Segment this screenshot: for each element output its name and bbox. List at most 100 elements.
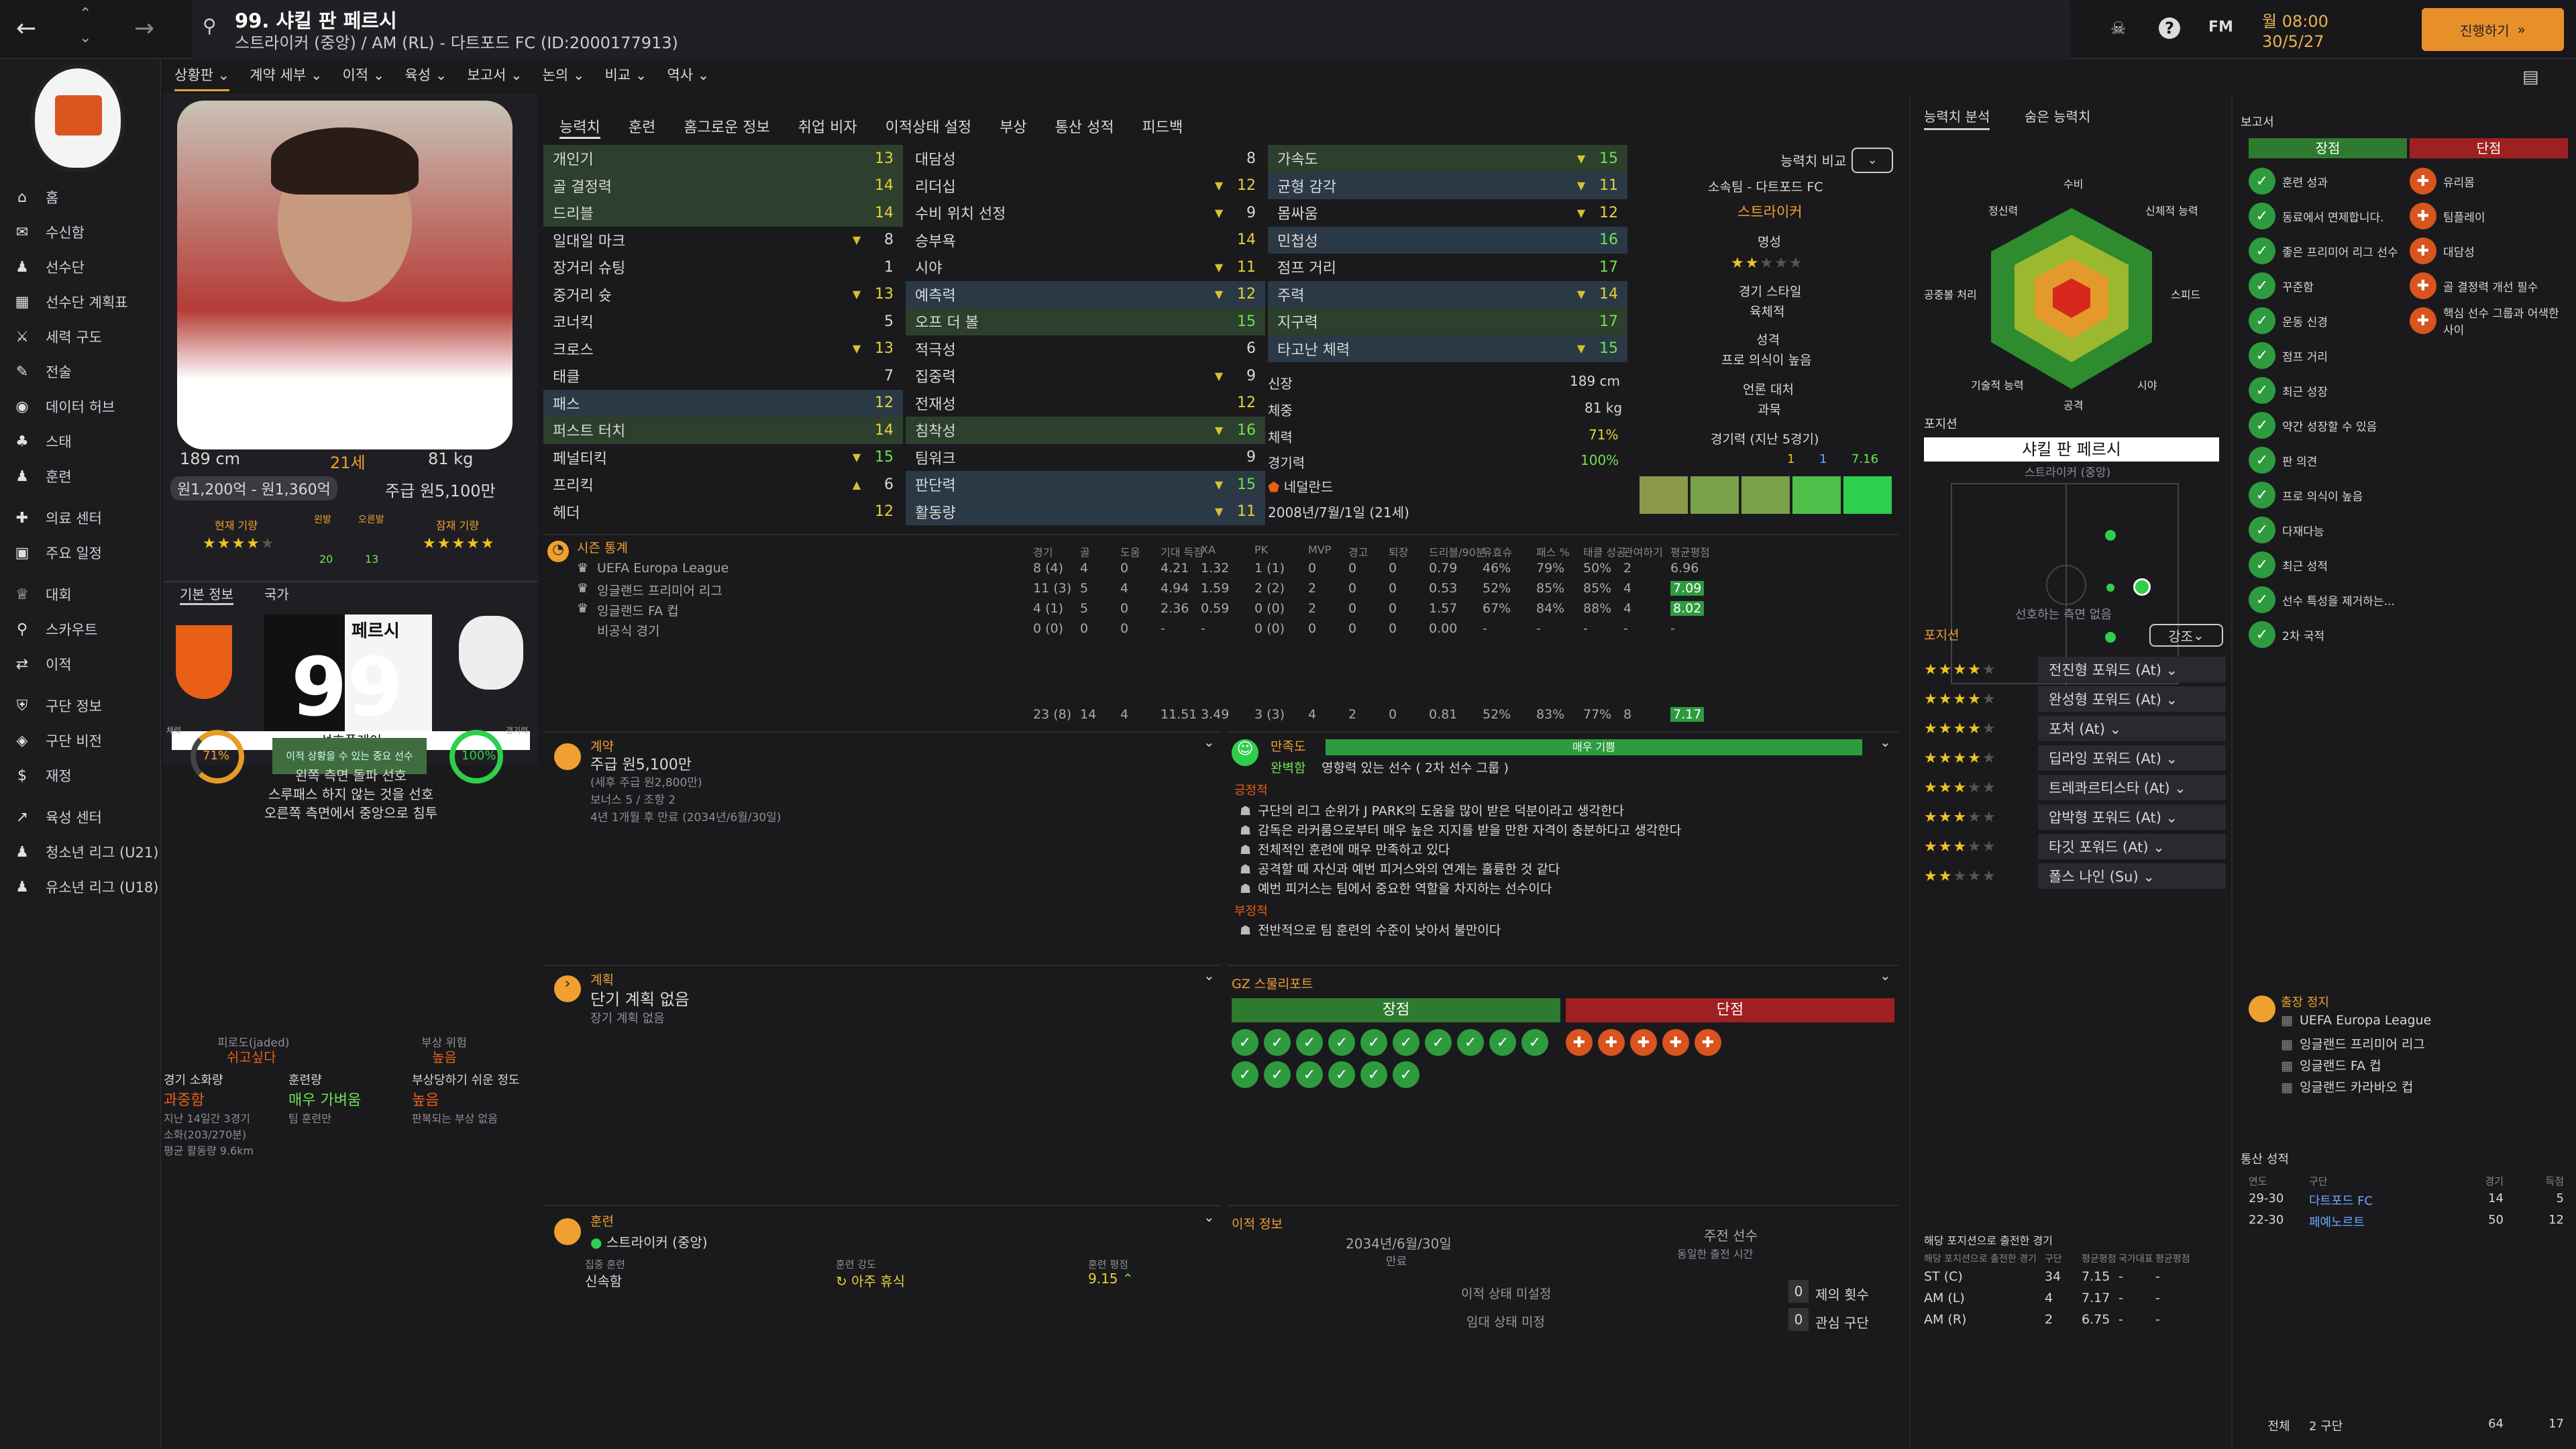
- skull-icon[interactable]: ☠: [2110, 19, 2127, 39]
- scout-report-title[interactable]: GZ 스물리포트: [1232, 977, 1313, 991]
- chevron-down-icon[interactable]: ⌄: [79, 30, 92, 46]
- attr-row[interactable]: 타고난 체력 ▼ 15: [1268, 335, 1627, 362]
- compare-dropdown[interactable]: ⌄: [1851, 148, 1893, 173]
- strength-button[interactable]: 강조 ⌄: [2149, 624, 2223, 647]
- report-con-item[interactable]: ✚ 유리몸: [2410, 164, 2568, 199]
- nav-tab-7[interactable]: 역사 ⌄: [667, 67, 710, 83]
- attr-row[interactable]: 수비 위치 선정 ▼ 9: [906, 199, 1265, 227]
- report-pro-icon[interactable]: ✓: [1232, 1061, 1258, 1088]
- profile-tab-4[interactable]: 이적상태 설정: [885, 119, 972, 136]
- search-bar[interactable]: [192, 0, 2070, 59]
- nav-tab-1[interactable]: 계약 세부 ⌄: [250, 67, 323, 83]
- report-pro-icon[interactable]: ✓: [1393, 1029, 1419, 1056]
- profile-tab-5[interactable]: 부상: [1000, 119, 1027, 136]
- attr-row[interactable]: 적극성 6: [906, 335, 1265, 363]
- training-title[interactable]: 훈련: [590, 1214, 614, 1229]
- sidebar-item-19[interactable]: ♟ 유소년 리그 (U18): [0, 869, 161, 904]
- report-pro-icon[interactable]: ✓: [1489, 1029, 1516, 1056]
- report-pro-icon[interactable]: ✓: [1296, 1029, 1323, 1056]
- role-row[interactable]: ★★★★★ 포처 (At) ⌄: [1924, 714, 2226, 743]
- sidebar-item-12[interactable]: ⚲ 스카우트: [0, 612, 161, 647]
- attr-row[interactable]: 가속도 ▼ 15: [1268, 145, 1627, 172]
- career-row[interactable]: 29-30 다트포드 FC 14 5: [2249, 1191, 2564, 1213]
- tab-attribute-analysis[interactable]: 능력치 분석: [1924, 106, 1990, 130]
- roles-title[interactable]: 포지션: [1924, 628, 1960, 643]
- search-icon[interactable]: ⚲: [203, 15, 217, 37]
- role-row[interactable]: ★★★★★ 트레콰르티스타 (At) ⌄: [1924, 773, 2226, 802]
- report-pro-item[interactable]: ✓ 선수 특성을 제거하는...: [2249, 582, 2407, 617]
- season-row[interactable]: 비공식 경기 0 (0) 0 0 - - 0 (0) 0 0 0 0.00 - - - - -: [543, 620, 1898, 640]
- report-con-item[interactable]: ✚ 골 결정력 개선 필수: [2410, 268, 2568, 303]
- attr-row[interactable]: 점프 거리 17: [1268, 254, 1627, 281]
- report-con-icon[interactable]: ✚: [1630, 1029, 1657, 1056]
- attr-row[interactable]: 대담성 8: [906, 145, 1265, 172]
- report-pro-icon[interactable]: ✓: [1360, 1029, 1387, 1056]
- report-pro-item[interactable]: ✓ 점프 거리: [2249, 338, 2407, 373]
- role-row[interactable]: ★★★★★ 타깃 포워드 (At) ⌄: [1924, 832, 2226, 861]
- attr-row[interactable]: 코너킥 5: [543, 308, 903, 335]
- sidebar-item-0[interactable]: ⌂ 홈: [0, 180, 161, 215]
- profile-tab-0[interactable]: 능력치: [559, 115, 600, 139]
- report-pro-icon[interactable]: ✓: [1521, 1029, 1548, 1056]
- sidebar-item-11[interactable]: ♕ 대회: [0, 577, 161, 612]
- report-con-icon[interactable]: ✚: [1598, 1029, 1625, 1056]
- attr-row[interactable]: 크로스 ▼ 13: [543, 335, 903, 363]
- attr-row[interactable]: 골 결정력 14: [543, 172, 903, 199]
- attr-row[interactable]: 패스 12: [543, 389, 903, 417]
- contract-chevron-icon[interactable]: ⌄: [1203, 734, 1215, 750]
- report-con-icon[interactable]: ✚: [1662, 1029, 1689, 1056]
- sidebar-item-13[interactable]: ⇄ 이적: [0, 647, 161, 682]
- season-stats-title[interactable]: 시즌 통계: [577, 541, 628, 555]
- layout-icon[interactable]: ▤: [2522, 67, 2539, 87]
- role-row[interactable]: ★★★★★ 전진형 포워드 (At) ⌄: [1924, 655, 2226, 684]
- sidebar-item-8[interactable]: ♟ 훈련: [0, 459, 161, 494]
- attr-row[interactable]: 활동량 ▼ 11: [906, 498, 1265, 525]
- attr-row[interactable]: 헤더 12: [543, 498, 903, 526]
- attr-row[interactable]: 승부욕 14: [906, 227, 1265, 254]
- chevron-up-icon[interactable]: ⌃: [79, 5, 92, 22]
- sidebar-item-3[interactable]: ▦ 선수단 계획표: [0, 284, 161, 319]
- sidebar-item-4[interactable]: ⚔ 세력 구도: [0, 319, 161, 354]
- report-pro-item[interactable]: ✓ 좋은 프리미어 리그 선수: [2249, 233, 2407, 268]
- report-pro-icon[interactable]: ✓: [1393, 1061, 1419, 1088]
- attr-row[interactable]: 판단력 ▼ 15: [906, 471, 1265, 498]
- report-pro-icon[interactable]: ✓: [1457, 1029, 1484, 1056]
- happiness-title[interactable]: 만족도: [1271, 739, 1306, 754]
- attr-row[interactable]: 프리킥 ▲ 6: [543, 471, 903, 498]
- report-pro-item[interactable]: ✓ 꾸준함: [2249, 268, 2407, 303]
- attr-row[interactable]: 오프 더 볼 15: [906, 308, 1265, 335]
- report-con-icon[interactable]: ✚: [1566, 1029, 1593, 1056]
- report-con-item[interactable]: ✚ 핵심 선수 그룹과 어색한 사이: [2410, 303, 2568, 338]
- transfer-title[interactable]: 이적 정보: [1232, 1217, 1283, 1232]
- nav-tab-0[interactable]: 상황판 ⌄: [174, 64, 230, 91]
- nav-tab-5[interactable]: 논의 ⌄: [542, 67, 585, 83]
- nav-tab-6[interactable]: 비교 ⌄: [604, 67, 647, 83]
- report-pro-item[interactable]: ✓ 프로 의식이 높음: [2249, 478, 2407, 513]
- attr-row[interactable]: 태클 7: [543, 362, 903, 390]
- fm-icon[interactable]: FM: [2208, 19, 2233, 36]
- report-chevron-icon[interactable]: ⌄: [1880, 967, 1891, 983]
- sidebar-item-18[interactable]: ♟ 청소년 리그 (U21): [0, 835, 161, 869]
- plan-title[interactable]: 계획: [590, 973, 614, 987]
- attr-row[interactable]: 페널티킥 ▼ 15: [543, 444, 903, 472]
- report-pro-icon[interactable]: ✓: [1328, 1061, 1355, 1088]
- nav-tab-4[interactable]: 보고서 ⌄: [467, 67, 523, 83]
- report-pro-item[interactable]: ✓ 훈련 성과: [2249, 164, 2407, 199]
- attr-row[interactable]: 주력 ▼ 14: [1268, 280, 1627, 308]
- profile-tab-3[interactable]: 취업 비자: [798, 119, 857, 136]
- back-icon[interactable]: ←: [16, 15, 37, 42]
- attr-row[interactable]: 전재성 12: [906, 390, 1265, 417]
- season-row[interactable]: ♛ 잉글랜드 프리미어 리그 11 (3) 5 4 4.94 1.59 2 (2) 2 0 0 0.5…: [543, 580, 1898, 600]
- sidebar-item-1[interactable]: ✉ 수신함: [0, 215, 161, 250]
- sidebar-item-6[interactable]: ◉ 데이터 허브: [0, 389, 161, 424]
- club-crest[interactable]: [31, 64, 125, 172]
- report-pro-icon[interactable]: ✓: [1264, 1029, 1291, 1056]
- report-pro-icon[interactable]: ✓: [1360, 1061, 1387, 1088]
- attr-row[interactable]: 일대일 마크 ▼ 8: [543, 227, 903, 254]
- training-chevron-icon[interactable]: ⌄: [1203, 1209, 1215, 1225]
- season-row[interactable]: ♛ 잉글랜드 FA 컵 4 (1) 5 0 2.36 0.59 0 (0) 2 0 0 1.57 67%…: [543, 600, 1898, 620]
- attr-row[interactable]: 장거리 슈팅 1: [543, 254, 903, 281]
- attr-row[interactable]: 몸싸움 ▼ 12: [1268, 199, 1627, 227]
- report-con-item[interactable]: ✚ 대담성: [2410, 233, 2568, 268]
- attr-row[interactable]: 침착성 ▼ 16: [906, 417, 1265, 444]
